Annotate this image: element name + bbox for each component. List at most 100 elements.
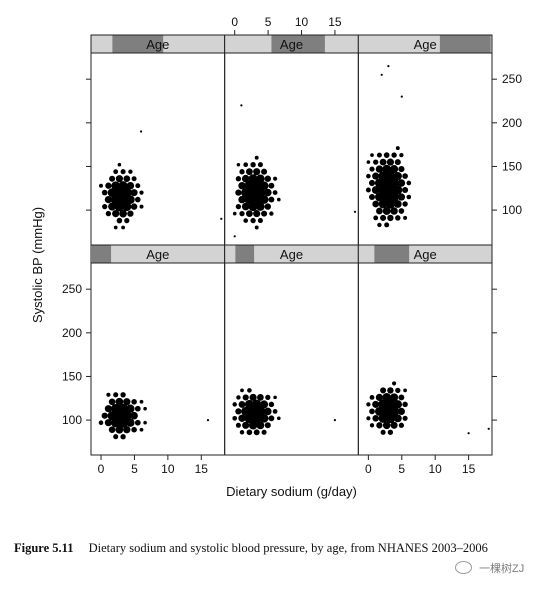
- strip-age-indicator-6: [374, 245, 410, 263]
- x-axis-label: Dietary sodium (g/day): [226, 484, 357, 499]
- data-point: [250, 162, 256, 168]
- data-point: [269, 211, 274, 216]
- x-tick-label: 0: [98, 462, 105, 476]
- data-point: [232, 402, 237, 407]
- data-point: [247, 388, 252, 393]
- data-point: [241, 174, 250, 183]
- strip-age-indicator-1: [112, 35, 164, 53]
- data-point: [235, 408, 242, 415]
- data-point: [124, 217, 130, 224]
- data-point: [98, 420, 104, 426]
- data-point: [398, 208, 405, 214]
- data-point: [406, 180, 412, 186]
- data-point: [372, 414, 380, 422]
- strip-label-3: Age: [414, 37, 437, 52]
- data-point: [127, 210, 134, 217]
- data-point: [206, 419, 210, 422]
- data-point: [121, 225, 126, 230]
- data-point: [366, 160, 371, 164]
- data-point: [256, 421, 265, 430]
- data-point: [238, 182, 246, 190]
- data-point: [369, 194, 375, 200]
- x-tick-label: 15: [195, 462, 209, 476]
- strip-age-indicator-5: [235, 245, 255, 263]
- data-point: [382, 164, 392, 174]
- data-point: [385, 399, 396, 410]
- data-point: [375, 165, 384, 173]
- data-point: [393, 414, 402, 423]
- data-point: [242, 394, 249, 401]
- data-point: [261, 210, 268, 217]
- data-point: [268, 415, 275, 422]
- data-point: [372, 172, 380, 180]
- data-point: [254, 155, 259, 160]
- data-point: [106, 392, 111, 397]
- data-point: [264, 203, 271, 210]
- data-point: [380, 214, 387, 221]
- data-point: [380, 429, 386, 435]
- strip-age-indicator-3: [439, 35, 491, 53]
- data-point: [108, 426, 116, 434]
- data-point: [383, 152, 390, 158]
- data-point: [235, 422, 241, 428]
- data-point: [119, 209, 127, 218]
- data-point: [239, 430, 245, 435]
- x-tick-label: 5: [265, 15, 272, 29]
- data-point: [240, 388, 244, 393]
- watermark-text: 一棵树ZJ: [479, 563, 525, 575]
- data-point: [253, 168, 261, 176]
- data-point: [369, 166, 375, 172]
- data-point: [376, 152, 382, 158]
- data-point: [251, 180, 262, 191]
- data-point: [398, 394, 405, 401]
- data-point: [268, 182, 275, 189]
- data-point: [391, 152, 397, 158]
- data-point: [99, 183, 103, 188]
- data-point: [353, 210, 357, 213]
- data-point: [371, 186, 380, 194]
- data-point: [130, 411, 138, 420]
- data-point: [131, 426, 137, 433]
- figure-caption-text: Dietary sodium and systolic blood pressu…: [88, 541, 488, 555]
- data-point: [272, 409, 278, 414]
- data-point: [121, 187, 132, 198]
- data-point: [390, 165, 399, 174]
- data-point: [264, 422, 271, 429]
- data-point: [113, 225, 118, 230]
- data-point: [273, 176, 278, 181]
- data-point: [101, 189, 108, 196]
- data-point: [333, 419, 336, 422]
- x-tick-label: 15: [462, 462, 476, 476]
- data-point: [239, 169, 245, 175]
- data-point: [130, 203, 138, 210]
- data-point: [244, 399, 254, 409]
- data-point: [366, 173, 371, 179]
- data-point: [105, 210, 112, 217]
- data-point: [374, 178, 384, 188]
- data-point: [123, 175, 131, 183]
- data-point: [232, 415, 238, 421]
- data-point: [246, 429, 253, 436]
- data-point: [113, 169, 119, 175]
- data-point: [253, 429, 260, 436]
- strip-age-indicator-2: [271, 35, 325, 53]
- data-point: [238, 195, 246, 204]
- data-point: [123, 398, 131, 406]
- data-point: [108, 202, 117, 211]
- data-point: [143, 406, 147, 411]
- data-point: [126, 418, 135, 427]
- data-point: [104, 419, 112, 427]
- data-point: [241, 406, 251, 416]
- data-point: [235, 176, 242, 182]
- data-point: [378, 399, 388, 410]
- data-point: [378, 171, 388, 181]
- data-point: [104, 405, 112, 413]
- panel-frame-1: [90, 52, 226, 246]
- data-point: [115, 175, 123, 183]
- strip-age-indicator-4: [91, 245, 112, 263]
- data-point: [249, 393, 257, 401]
- data-point: [257, 218, 263, 224]
- data-point: [369, 394, 375, 400]
- data-point: [397, 193, 406, 201]
- data-point: [261, 429, 267, 435]
